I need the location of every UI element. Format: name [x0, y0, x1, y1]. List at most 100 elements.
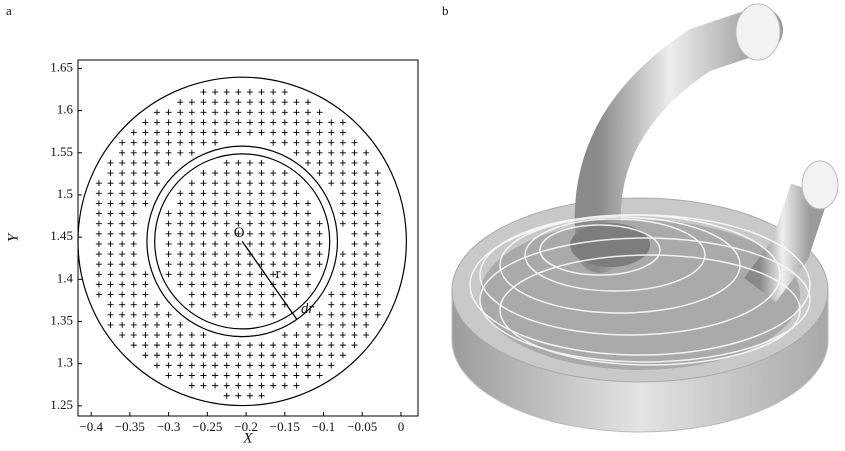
grid-point	[142, 311, 149, 318]
grid-point	[107, 190, 114, 197]
grid-point	[351, 271, 358, 278]
grid-point	[351, 139, 358, 146]
grid-point	[235, 119, 242, 126]
grid-point	[95, 271, 102, 278]
grid-point	[270, 311, 277, 318]
grid-point	[270, 352, 277, 359]
grid-point	[212, 119, 219, 126]
x-tick-label: −0.4	[79, 419, 103, 434]
grid-point	[130, 129, 137, 136]
grid-point	[119, 170, 126, 177]
grid-point	[351, 301, 358, 308]
grid-point	[142, 301, 149, 308]
grid-point	[119, 332, 126, 339]
grid-point	[270, 261, 277, 268]
grid-point	[142, 139, 149, 146]
grid-point	[328, 170, 335, 177]
grid-point	[119, 271, 126, 278]
grid-point	[188, 99, 195, 106]
grid-point	[246, 271, 253, 278]
grid-point	[339, 352, 346, 359]
grid-point	[270, 240, 277, 247]
circle	[146, 145, 339, 338]
grid-point	[153, 311, 160, 318]
grid-point	[177, 109, 184, 116]
grid-point	[212, 382, 219, 389]
grid-point	[258, 89, 265, 96]
grid-point	[130, 220, 137, 227]
grid-point	[130, 311, 137, 318]
grid-point	[316, 362, 323, 369]
grid-point	[374, 210, 381, 217]
grid-point	[165, 362, 172, 369]
grid-point	[153, 119, 160, 126]
grid-point	[246, 261, 253, 268]
grid-point	[107, 311, 114, 318]
grid-point	[107, 281, 114, 288]
grid-point	[188, 139, 195, 146]
grid-point	[374, 190, 381, 197]
grid-point	[293, 210, 300, 217]
grid-point	[153, 352, 160, 359]
grid-point	[339, 342, 346, 349]
grid-point	[177, 139, 184, 146]
grid-point	[258, 159, 265, 166]
grid-point	[374, 180, 381, 187]
grid-point	[212, 281, 219, 288]
grid-point	[258, 129, 265, 136]
grid-point	[107, 170, 114, 177]
grid-point	[165, 149, 172, 156]
grid-point	[351, 220, 358, 227]
grid-point	[130, 170, 137, 177]
grid-point	[374, 281, 381, 288]
grid-point	[177, 129, 184, 136]
plot-frame	[77, 59, 419, 417]
grid-point	[281, 180, 288, 187]
grid-point	[200, 301, 207, 308]
grid-point	[188, 291, 195, 298]
grid-point	[328, 291, 335, 298]
grid-point	[130, 240, 137, 247]
grid-point	[293, 129, 300, 136]
grid-point	[316, 129, 323, 136]
grid-point	[212, 109, 219, 116]
grid-point	[305, 109, 312, 116]
grid-point	[200, 261, 207, 268]
grid-point	[374, 261, 381, 268]
grid-point	[281, 251, 288, 258]
grid-point	[107, 180, 114, 187]
grid-point	[363, 332, 370, 339]
grid-point	[235, 372, 242, 379]
grid-point	[339, 190, 346, 197]
grid-point	[200, 332, 207, 339]
grid-point	[212, 352, 219, 359]
grid-point	[293, 119, 300, 126]
grid-point	[212, 89, 219, 96]
grid-point	[339, 281, 346, 288]
grid-point	[258, 311, 265, 318]
grid-point	[107, 159, 114, 166]
grid-point	[130, 149, 137, 156]
grid-point	[258, 342, 265, 349]
grid-point	[281, 332, 288, 339]
grid-point	[212, 190, 219, 197]
grid-point	[235, 89, 242, 96]
grid-point	[153, 170, 160, 177]
grid-point	[200, 382, 207, 389]
grid-point	[107, 261, 114, 268]
grid-point	[258, 301, 265, 308]
radius-line	[241, 241, 298, 320]
grid-point	[119, 291, 126, 298]
grid-point	[235, 311, 242, 318]
grid-point	[177, 362, 184, 369]
grid-point	[351, 321, 358, 328]
grid-point	[119, 210, 126, 217]
grid-point	[188, 261, 195, 268]
grid-point	[246, 159, 253, 166]
grid-point	[142, 170, 149, 177]
grid-point	[305, 139, 312, 146]
y-axis-label: Y	[5, 232, 21, 242]
grid-point	[153, 129, 160, 136]
grid-point	[223, 220, 230, 227]
grid-point	[200, 240, 207, 247]
